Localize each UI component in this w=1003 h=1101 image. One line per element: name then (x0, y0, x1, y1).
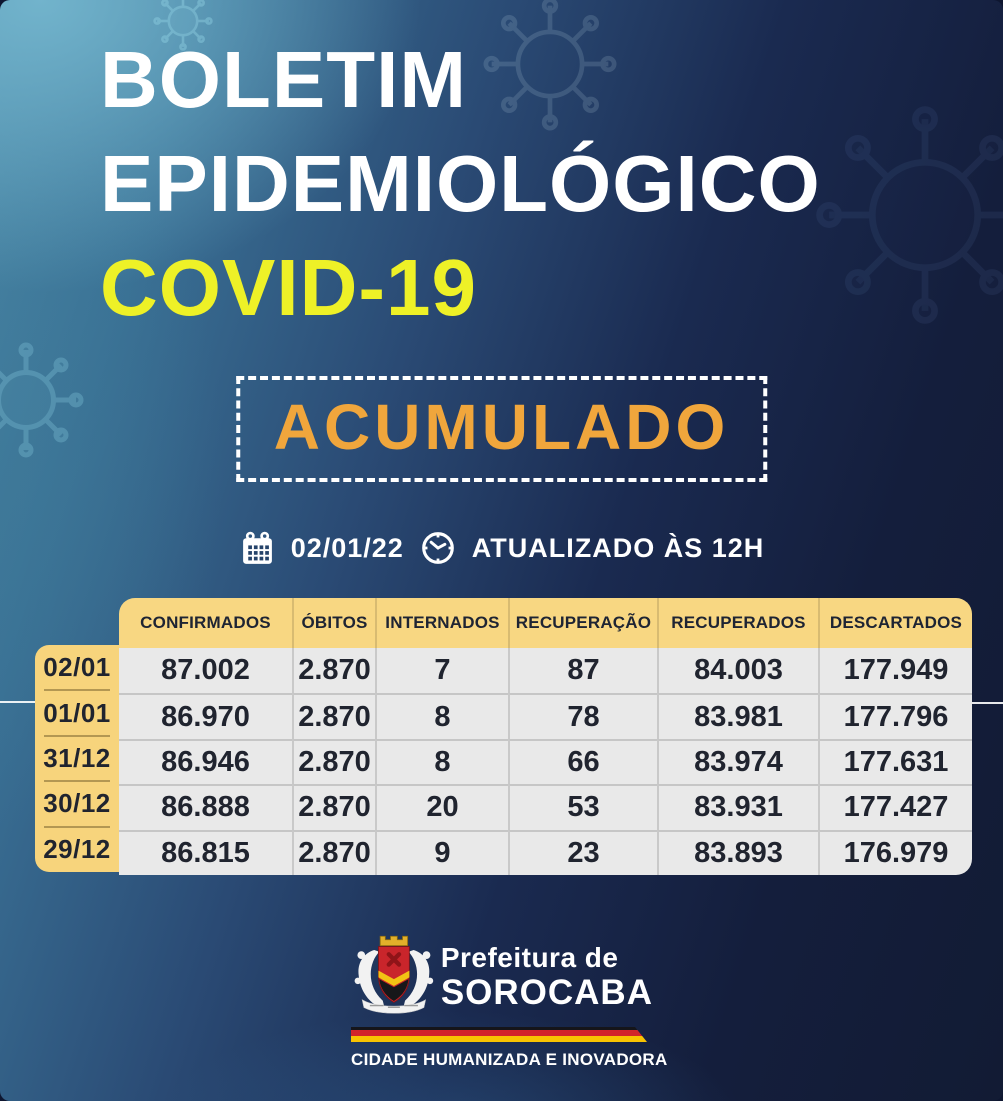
table-cell-descartados: 176.979 (818, 829, 972, 875)
table-cell-recuperados: 83.931 (657, 784, 818, 830)
row-date: 31/12 (35, 734, 119, 781)
city-logo: Prefeitura de SOROCABA (351, 930, 653, 1018)
table-cell-internados: 9 (375, 829, 508, 875)
covid-data-table: 02/01 01/01 31/12 30/12 29/12 CONFIRMADOS ÓBI… (35, 598, 972, 875)
table-cell-recuperados: 83.974 (657, 738, 818, 785)
row-date: 30/12 (35, 780, 119, 826)
table-cell-descartados: 177.631 (818, 738, 972, 785)
city-slogan: CIDADE HUMANIZADA E INOVADORA (351, 1050, 668, 1069)
title-block: BOLETIM EPIDEMIOLÓGICO COVID-19 (100, 28, 821, 340)
table-cell-recuperacao: 87 (508, 648, 657, 694)
virus-decoration-icon (483, 0, 617, 131)
table-header-row: CONFIRMADOS ÓBITOS INTERNADOS RECUPERAÇÃO RE… (119, 598, 972, 648)
row-date: 29/12 (35, 825, 119, 872)
virus-decoration-icon (0, 342, 84, 458)
table-cell-confirmados: 86.815 (119, 829, 292, 875)
virus-decoration-icon (153, 0, 213, 51)
update-bar: 02/01/22 ATUALIZADO ÀS 12H (0, 522, 1003, 574)
clock-icon (421, 532, 454, 564)
table-cell-obitos: 2.870 (292, 829, 375, 875)
accumulated-badge-label: ACUMULADO (273, 391, 730, 463)
table-cell-obitos: 2.870 (292, 693, 375, 739)
table-cell-recuperados: 84.003 (657, 648, 818, 694)
title-line-boletim: BOLETIM (100, 35, 467, 124)
table-cell-recuperacao: 23 (508, 829, 657, 875)
org-name-block: Prefeitura de SOROCABA (441, 942, 653, 1012)
calendar-icon (242, 531, 272, 564)
date-column: 02/01 01/01 31/12 30/12 29/12 (35, 645, 119, 872)
table-cell-obitos: 2.870 (292, 738, 375, 785)
org-name-top: Prefeitura de (440, 942, 619, 973)
table-body: 87.002 2.870 7 87 84.003 177.949 86.970 2.870 8 7… (119, 648, 972, 875)
updated-time-label: ATUALIZADO ÀS 12H (471, 532, 765, 563)
decor-line-right (970, 702, 1003, 704)
org-name: SOROCABA (440, 973, 653, 1012)
table-cell-recuperacao: 53 (508, 784, 657, 830)
row-date: 02/01 (43, 652, 111, 683)
accumulated-badge: ACUMULADO (235, 376, 768, 482)
table-cell-confirmados: 87.002 (161, 654, 250, 687)
table-cell-internados: 8 (375, 738, 508, 785)
column-header-obitos: ÓBITOS (292, 598, 375, 648)
flag-stripe (351, 1027, 647, 1042)
footer: Prefeitura de SOROCABA CIDADE HUMANIZADA… (351, 930, 668, 1070)
table-cell-descartados: 177.796 (818, 693, 972, 739)
table-cell-obitos: 2.870 (292, 648, 375, 694)
table-main: CONFIRMADOS ÓBITOS INTERNADOS RECUPERAÇÃO RE… (119, 598, 972, 875)
table-cell-descartados: 177.949 (818, 648, 972, 694)
table-cell-confirmados: 86.888 (119, 784, 292, 829)
sorocaba-coat-of-arms (354, 935, 434, 1014)
column-header-recuperados: RECUPERADOS (657, 598, 818, 648)
title-line-covid19: COVID-19 (100, 243, 477, 332)
decor-line-left (0, 701, 37, 703)
table-cell-internados: 20 (375, 784, 508, 830)
column-header-internados: INTERNADOS (375, 598, 508, 648)
table-cell-descartados: 177.427 (818, 784, 972, 830)
table-cell-internados: 8 (375, 693, 508, 739)
table-cell-confirmados: 86.970 (119, 693, 292, 738)
virus-decoration-icon (816, 106, 1003, 324)
table-cell-obitos: 2.870 (292, 784, 375, 830)
bulletin-date: 02/01/22 (290, 532, 404, 563)
column-header-confirmados: CONFIRMADOS (140, 613, 271, 632)
table-cell-recuperados: 83.981 (657, 693, 818, 739)
row-date: 01/01 (35, 689, 119, 735)
table-cell-recuperacao: 78 (508, 693, 657, 739)
table-cell-recuperados: 83.893 (657, 829, 818, 875)
column-header-recuperacao: RECUPERAÇÃO (508, 598, 657, 648)
table-cell-confirmados: 86.946 (119, 738, 292, 784)
table-cell-internados: 7 (375, 648, 508, 694)
table-cell-recuperacao: 66 (508, 738, 657, 785)
column-header-descartados: DESCARTADOS (818, 598, 972, 648)
title-line-epidemiologico: EPIDEMIOLÓGICO (100, 139, 821, 228)
